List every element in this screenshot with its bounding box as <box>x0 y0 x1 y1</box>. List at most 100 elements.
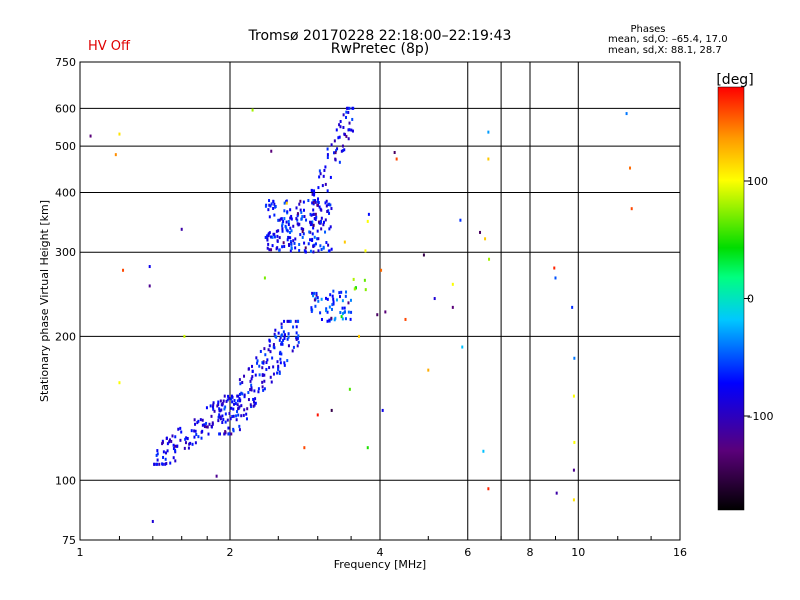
echo-point <box>285 226 288 230</box>
echo-point <box>275 335 278 339</box>
echo-point <box>479 230 482 234</box>
echo-point <box>290 247 293 251</box>
echo-point <box>156 462 159 466</box>
echo-point <box>295 331 298 335</box>
echo-point <box>553 266 556 270</box>
echo-point <box>200 436 203 440</box>
echo-point <box>292 345 295 349</box>
echo-point <box>191 442 194 446</box>
echo-point <box>345 106 348 110</box>
echo-point <box>148 265 151 269</box>
echo-point <box>287 332 290 336</box>
echo-point <box>335 298 338 302</box>
echo-point <box>348 128 351 132</box>
echo-point <box>329 293 332 297</box>
grid-lines <box>80 62 680 540</box>
echo-point <box>180 430 183 434</box>
echo-point <box>328 249 331 253</box>
echo-point <box>330 316 333 320</box>
echo-point <box>189 441 192 445</box>
echo-point <box>344 294 347 298</box>
echo-point <box>433 297 436 301</box>
echo-point <box>211 422 214 426</box>
echo-point <box>269 235 272 239</box>
echo-point <box>312 199 315 203</box>
echo-point <box>254 401 257 405</box>
echo-point <box>256 359 259 363</box>
echo-point <box>309 221 312 225</box>
colorbar-label: [deg] <box>716 72 753 88</box>
echo-point <box>285 199 288 203</box>
echo-point <box>344 317 347 321</box>
echo-point <box>323 168 326 172</box>
echo-point <box>279 336 282 340</box>
echo-point <box>283 217 286 221</box>
echo-point <box>315 215 318 219</box>
echo-point <box>327 243 330 247</box>
echo-point <box>264 235 267 239</box>
echo-point <box>451 305 454 309</box>
echo-point <box>311 238 314 242</box>
echo-point <box>292 224 295 228</box>
echo-point <box>572 498 575 502</box>
colorbar-tick-label: 100 <box>747 175 768 188</box>
echo-point <box>199 418 202 422</box>
echo-point <box>461 345 464 349</box>
echo-point <box>289 230 292 234</box>
echo-point <box>328 305 331 309</box>
echo-point <box>283 319 286 323</box>
echo-point <box>230 406 233 410</box>
echo-point <box>226 418 229 422</box>
echo-point <box>304 246 307 250</box>
echo-point <box>232 407 235 411</box>
echo-point <box>265 367 268 371</box>
echo-point <box>179 426 182 430</box>
echo-point <box>268 215 271 219</box>
echo-point <box>287 223 290 227</box>
echo-point <box>376 313 379 317</box>
echo-point <box>174 450 177 454</box>
echo-point <box>290 217 293 221</box>
echo-point <box>326 297 329 301</box>
echo-point <box>342 125 345 129</box>
echo-point <box>165 451 168 455</box>
x-tick-label: 6 <box>464 546 471 559</box>
echo-point <box>243 408 246 412</box>
echo-point <box>325 309 328 313</box>
echo-point <box>331 303 334 307</box>
echo-point <box>236 403 239 407</box>
echo-point <box>451 282 454 286</box>
echo-point <box>289 226 292 230</box>
echo-point <box>254 397 257 401</box>
echo-point <box>270 202 273 206</box>
echo-point <box>313 298 316 302</box>
echo-point <box>571 305 574 309</box>
echo-point <box>183 446 186 450</box>
echo-point <box>281 342 284 346</box>
echo-point <box>319 244 322 248</box>
echo-point <box>302 208 305 212</box>
echo-point <box>247 391 250 395</box>
echo-point <box>301 235 304 239</box>
echo-point <box>295 325 298 329</box>
echo-point <box>239 398 242 402</box>
echo-point <box>271 235 274 239</box>
echo-point <box>268 339 271 343</box>
echo-point <box>317 201 320 205</box>
echo-point <box>241 392 244 396</box>
echo-point <box>245 412 248 416</box>
echo-point <box>185 436 188 440</box>
echo-point <box>338 135 341 139</box>
echo-point <box>212 407 215 411</box>
echo-point <box>239 382 242 386</box>
echo-point <box>324 182 327 186</box>
echo-point <box>268 248 271 252</box>
echo-point <box>404 317 407 321</box>
echo-point <box>352 277 355 281</box>
echo-point <box>278 236 281 240</box>
echo-point <box>267 234 270 238</box>
echo-point <box>303 215 306 219</box>
echo-point <box>320 297 323 301</box>
echo-point <box>319 220 322 224</box>
echo-point <box>232 414 235 418</box>
